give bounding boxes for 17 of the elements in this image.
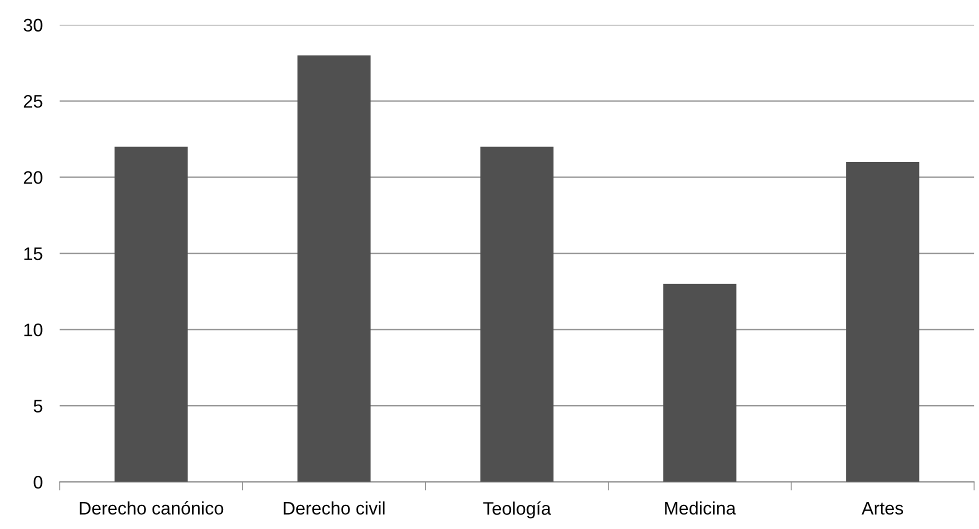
bar: [297, 55, 371, 482]
y-tick-label: 30: [24, 18, 42, 32]
y-tick-label: 20: [24, 171, 42, 184]
bar: [846, 162, 920, 482]
y-tick-label: 15: [24, 248, 42, 260]
bar: [480, 146, 554, 482]
y-tick-label: 10: [24, 324, 42, 336]
bar: [114, 146, 188, 482]
y-tick-label: 5: [34, 400, 42, 412]
x-tick-label: Medicina: [665, 501, 736, 515]
y-tick-label: 0: [34, 476, 42, 489]
x-tick-label: Artes: [862, 502, 904, 515]
x-tick-label: Teología: [483, 501, 552, 518]
y-tick-label: 25: [24, 94, 42, 108]
x-tick-label: Derecho civil: [284, 501, 385, 515]
bar: [663, 284, 736, 482]
x-tick-label: Derecho canónico: [80, 501, 224, 515]
